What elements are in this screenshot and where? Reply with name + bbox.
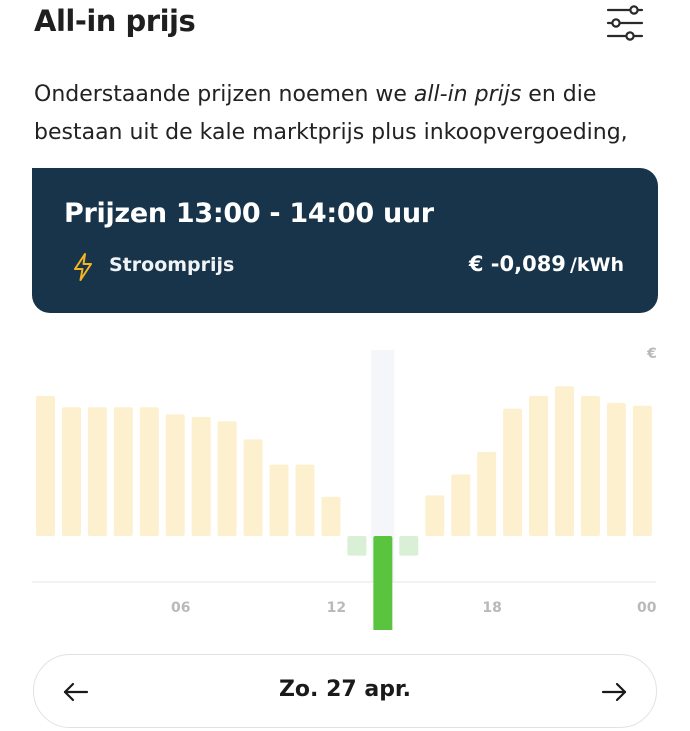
price-bar-9[interactable] [269, 464, 289, 536]
price-chart[interactable]: 06 12 18 00 € [0, 330, 690, 630]
price-bar-17[interactable] [477, 452, 497, 536]
price-bar-19[interactable] [529, 396, 549, 536]
sliders-icon [606, 5, 644, 41]
price-bar-0[interactable] [36, 396, 55, 536]
price-bar-6[interactable] [191, 417, 211, 536]
x-tick-label: 00 [637, 600, 657, 616]
next-day-button[interactable] [594, 673, 634, 711]
price-value: € -0,089 [468, 252, 566, 276]
price-tooltip: Prijzen 13:00 - 14:00 uur Stroomprijs € … [32, 168, 658, 313]
page-title: All-in prijs [34, 4, 196, 38]
intro-part1: Onderstaande prijzen noemen we [34, 82, 414, 107]
price-label: Stroomprijs [109, 254, 235, 276]
price-bar-11[interactable] [321, 496, 341, 536]
price-value-row: € -0,089/kWh [469, 252, 624, 276]
arrow-left-icon [63, 682, 89, 702]
price-bar-14[interactable] [399, 536, 419, 556]
price-bar-20[interactable] [555, 386, 574, 536]
intro-emphasis: all-in prijs [413, 82, 522, 107]
previous-day-button[interactable] [56, 673, 96, 711]
price-bar-21[interactable] [580, 396, 600, 536]
current-date: Zo. 27 apr. [278, 677, 412, 702]
price-unit: /kWh [569, 254, 624, 276]
y-unit-label: € [646, 346, 657, 362]
x-tick-label: 18 [482, 600, 501, 616]
price-bar-12[interactable] [347, 536, 367, 556]
price-bar-3[interactable] [113, 407, 133, 536]
lightning-icon [74, 253, 92, 281]
selected-column-highlight [371, 350, 395, 582]
tooltip-title: Prijzen 13:00 - 14:00 uur [64, 198, 434, 229]
x-tick-label: 06 [171, 600, 190, 616]
price-bar-2[interactable] [87, 407, 107, 536]
price-bar-1[interactable] [61, 407, 81, 536]
price-bar-8[interactable] [243, 439, 263, 536]
price-chart-svg: 06 12 18 00 € [32, 346, 657, 630]
price-bar-16[interactable] [451, 474, 471, 536]
price-bar-7[interactable] [217, 421, 237, 536]
price-bar-13[interactable] [373, 536, 393, 630]
price-bar-15[interactable] [425, 495, 445, 536]
x-tick-label: 12 [327, 600, 346, 616]
filter-button[interactable] [600, 0, 650, 48]
date-navigator: Zo. 27 apr. [33, 654, 657, 728]
intro-text: Onderstaande prijzen noemen we all-in pr… [34, 76, 664, 172]
intro-part2: en die bestaan uit de kale marktprijs pl… [34, 82, 628, 145]
price-bar-23[interactable] [632, 405, 652, 536]
price-bar-4[interactable] [139, 407, 159, 536]
price-bar-18[interactable] [503, 408, 523, 536]
price-bar-22[interactable] [606, 403, 626, 536]
price-bar-10[interactable] [295, 464, 315, 536]
price-bar-5[interactable] [165, 414, 185, 536]
arrow-right-icon [601, 682, 627, 702]
